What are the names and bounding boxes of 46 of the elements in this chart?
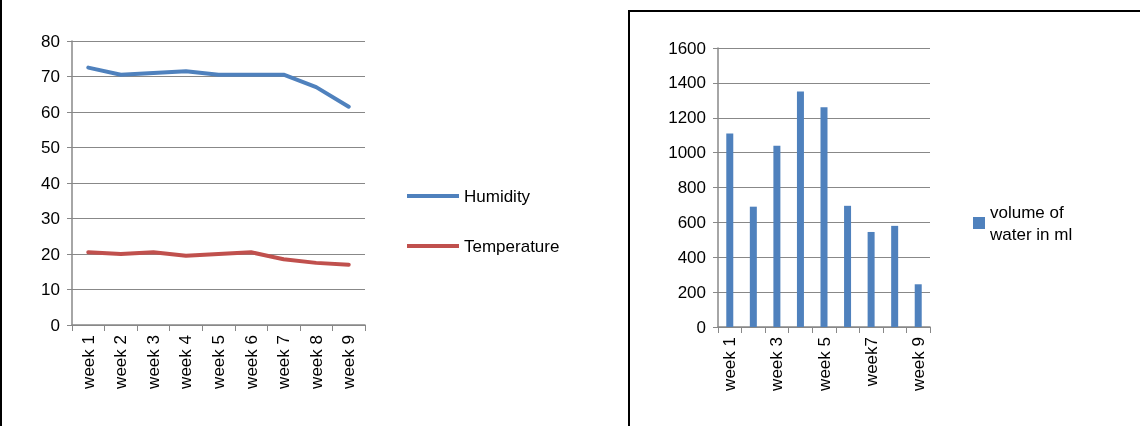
- bar: [891, 225, 899, 327]
- bar: [749, 206, 757, 327]
- bar: [820, 107, 828, 327]
- bar: [867, 231, 875, 327]
- y-tick-label: 1000: [668, 143, 706, 163]
- line-series: [86, 65, 351, 109]
- y-tick-label: 0: [696, 317, 706, 337]
- x-tick-label: week 5: [209, 335, 228, 390]
- bar: [844, 205, 852, 327]
- legend-label: volume of water in ml: [989, 202, 1073, 244]
- line-series: [86, 250, 351, 267]
- y-tick-label: 0: [50, 315, 60, 335]
- x-tick-label: week 9: [339, 335, 359, 390]
- x-tick-label: week 6: [241, 335, 261, 390]
- y-tick-label: 600: [677, 212, 706, 232]
- y-tick-label: 60: [41, 102, 60, 122]
- y-tick-label: 1600: [668, 38, 706, 58]
- x-tick-label: week 3: [143, 335, 163, 390]
- bar: [796, 91, 804, 327]
- y-tick-label: 200: [677, 282, 706, 302]
- x-tick-label: week 3: [767, 337, 787, 392]
- y-tick-label: 1400: [668, 73, 706, 93]
- x-tick-label: week 2: [111, 335, 131, 390]
- y-tick-label: 70: [41, 67, 60, 86]
- bar: [726, 133, 734, 327]
- x-tick-label: week 5: [814, 337, 834, 392]
- y-tick-label: 40: [41, 173, 60, 193]
- y-tick-label: 50: [41, 138, 60, 157]
- y-tick-label: 20: [41, 244, 60, 264]
- y-tick-label: 10: [41, 280, 60, 299]
- bar: [773, 145, 781, 327]
- legend-label: Temperature: [464, 236, 560, 256]
- y-tick-label: 800: [677, 178, 706, 197]
- y-tick-label: 400: [677, 247, 706, 267]
- bar: [914, 284, 922, 327]
- x-tick-label: week 1: [78, 335, 98, 390]
- x-tick-label: week 8: [306, 335, 326, 390]
- x-tick-label: week7: [861, 337, 881, 388]
- x-tick-label: week 4: [176, 335, 196, 390]
- x-tick-label: week 9: [908, 337, 928, 392]
- x-tick-label: week 7: [274, 335, 294, 390]
- x-tick-label: week 1: [720, 337, 740, 392]
- legend-label: Humidity: [464, 186, 531, 206]
- y-tick-label: 30: [41, 209, 60, 228]
- y-tick-label: 80: [41, 31, 60, 51]
- y-tick-label: 1200: [668, 108, 706, 128]
